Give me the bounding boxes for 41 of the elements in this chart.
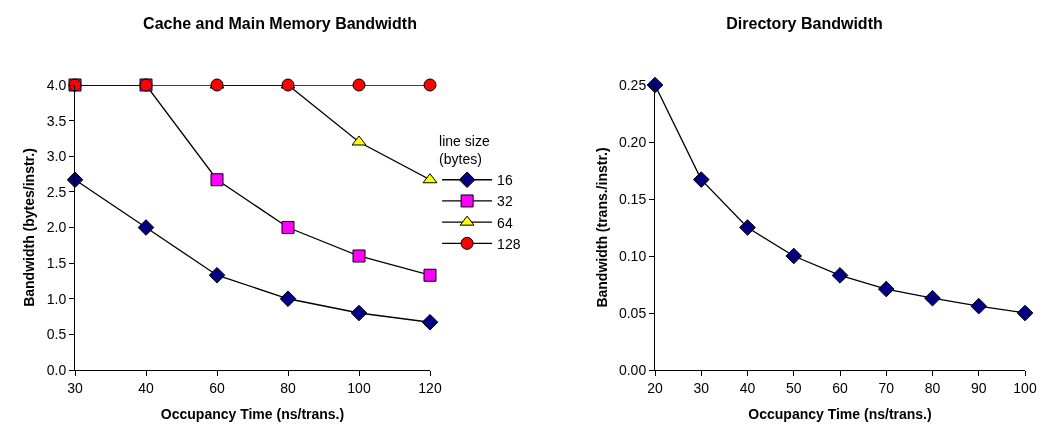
legend-title: line size (bytes) bbox=[439, 132, 490, 168]
y-tick-label: 0.15 bbox=[618, 190, 647, 207]
x-tick-label: 30 bbox=[693, 379, 710, 396]
x-tick-label: 60 bbox=[209, 379, 225, 396]
x-tick-label: 90 bbox=[970, 379, 987, 396]
y-tick-label: 3.5 bbox=[46, 112, 67, 129]
y-tick-label: 1.0 bbox=[46, 290, 67, 307]
x-tick-label: 40 bbox=[739, 379, 756, 396]
x-tick-label: 40 bbox=[138, 379, 154, 396]
x-tick-label: 120 bbox=[418, 379, 442, 396]
y-axis-title: Bandwidth (bytes/instr.) bbox=[21, 148, 38, 307]
x-tick-label: 30 bbox=[67, 379, 83, 396]
x-tick-label: 100 bbox=[347, 379, 371, 396]
y-tick-label: 0.10 bbox=[618, 247, 647, 264]
y-tick-label: 2.0 bbox=[46, 219, 67, 236]
y-tick-label: 4.0 bbox=[46, 76, 67, 93]
y-tick-label: 0.5 bbox=[46, 326, 67, 343]
legend-label: 128 bbox=[497, 235, 521, 252]
chart-title: Cache and Main Memory Bandwidth bbox=[143, 14, 417, 32]
legend-label: 16 bbox=[497, 172, 513, 189]
x-tick-label: 20 bbox=[647, 379, 663, 396]
y-tick-label: 2.5 bbox=[46, 183, 67, 200]
y-tick-label: 1.5 bbox=[46, 255, 67, 272]
x-tick-label: 80 bbox=[280, 379, 296, 396]
y-tick-label: 0.00 bbox=[618, 361, 647, 378]
x-axis-title: Occupancy Time (ns/trans.) bbox=[160, 406, 345, 423]
x-tick-label: 70 bbox=[878, 379, 895, 396]
y-axis-title: Bandwidth (trans./instr.) bbox=[593, 147, 610, 308]
y-tick-label: 3.0 bbox=[46, 148, 67, 165]
y-tick-label: 0.25 bbox=[618, 76, 647, 93]
y-tick-label: 0.20 bbox=[618, 133, 647, 150]
x-tick-label: 60 bbox=[832, 379, 848, 396]
legend-label: 32 bbox=[497, 193, 513, 210]
chart-title: Directory Bandwidth bbox=[726, 14, 883, 32]
y-tick-label: 0.05 bbox=[618, 304, 647, 321]
y-tick-label: 0.0 bbox=[46, 361, 67, 378]
x-tick-label: 50 bbox=[785, 379, 802, 396]
legend-label: 64 bbox=[497, 214, 513, 231]
x-axis-title: Occupancy Time (ns/trans.) bbox=[748, 406, 932, 423]
x-tick-label: 80 bbox=[924, 379, 941, 396]
x-tick-label: 100 bbox=[1013, 379, 1037, 396]
